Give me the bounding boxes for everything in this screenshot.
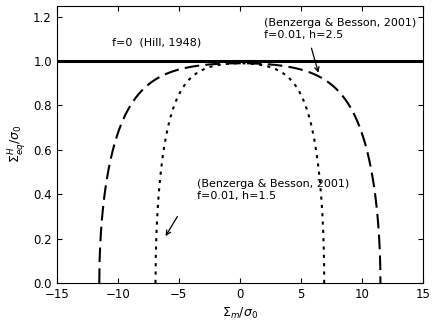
- Text: f=0  (Hill, 1948): f=0 (Hill, 1948): [112, 37, 201, 47]
- Y-axis label: $\Sigma_{eq}^H/\sigma_0$: $\Sigma_{eq}^H/\sigma_0$: [6, 125, 27, 164]
- Text: (Benzerga & Besson, 2001)
f=0.01, h=1.5: (Benzerga & Besson, 2001) f=0.01, h=1.5: [197, 179, 349, 201]
- Text: (Benzerga & Besson, 2001)
f=0.01, h=2.5: (Benzerga & Besson, 2001) f=0.01, h=2.5: [264, 18, 416, 40]
- X-axis label: $\Sigma_m/\sigma_0$: $\Sigma_m/\sigma_0$: [222, 306, 258, 321]
